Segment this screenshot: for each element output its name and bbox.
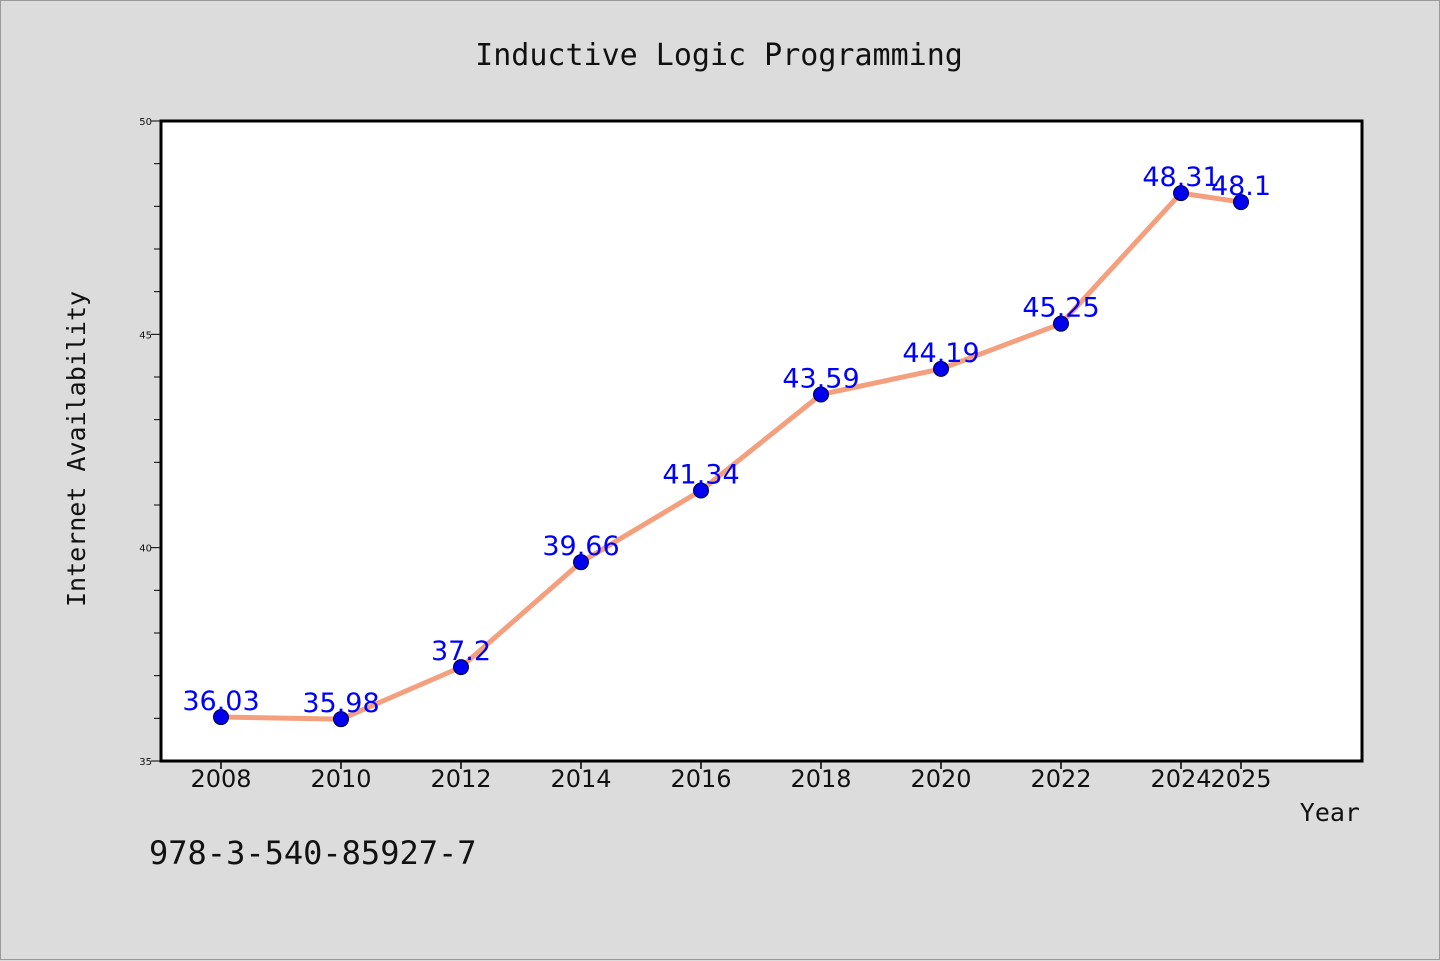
y-tick-label: 50: [139, 117, 152, 128]
chart-title: Inductive Logic Programming: [475, 38, 963, 73]
y-tick-label: 35: [139, 757, 152, 768]
data-point: [453, 659, 469, 676]
x-tick-label: 2010: [310, 765, 371, 793]
data-point: [1233, 194, 1249, 211]
data-point: [1173, 185, 1189, 202]
data-value-label: 48.1: [1211, 171, 1271, 202]
data-point: [813, 386, 829, 403]
x-tick-label: 2014: [550, 765, 611, 793]
x-tick-label: 2016: [670, 765, 731, 793]
data-value-label: 41.34: [662, 459, 739, 490]
y-axis: 35 40 45 50: [139, 117, 161, 768]
data-point: [213, 709, 229, 726]
data-value-label: 39.66: [542, 531, 619, 562]
x-tick-label: 2025: [1210, 765, 1271, 793]
data-point: [333, 711, 349, 728]
data-value-label: 48.31: [1142, 162, 1219, 193]
x-axis-label: Year: [1300, 798, 1360, 827]
series-layer: 36.03 35.98 37.2 39.66 41.34 43.59 44.19 45.25 4…: [182, 162, 1271, 728]
data-value-label: 43.59: [782, 363, 859, 394]
data-value-label: 37.2: [431, 636, 491, 667]
data-value-label: 45.25: [1022, 293, 1099, 324]
x-tick-label: 2022: [1030, 765, 1091, 793]
data-value-label: 44.19: [902, 338, 979, 369]
data-point: [933, 360, 949, 377]
x-tick-label: 2024: [1150, 765, 1211, 793]
y-tick-label: 45: [139, 330, 152, 341]
y-axis-label: Internet Availability: [62, 291, 91, 607]
x-tick-label: 2008: [190, 765, 251, 793]
data-value-label: 35.98: [302, 688, 379, 719]
series-line: [218, 190, 1244, 722]
x-tick-label: 2018: [790, 765, 851, 793]
data-point: [693, 482, 709, 499]
data-value-label: 36.03: [182, 686, 259, 717]
data-point: [1053, 315, 1069, 332]
x-tick-label: 2012: [430, 765, 491, 793]
data-point: [573, 554, 589, 571]
y-tick-label: 40: [139, 544, 152, 555]
x-tick-label: 2020: [910, 765, 971, 793]
footnote-text: 978-3-540-85927-7: [149, 834, 477, 872]
